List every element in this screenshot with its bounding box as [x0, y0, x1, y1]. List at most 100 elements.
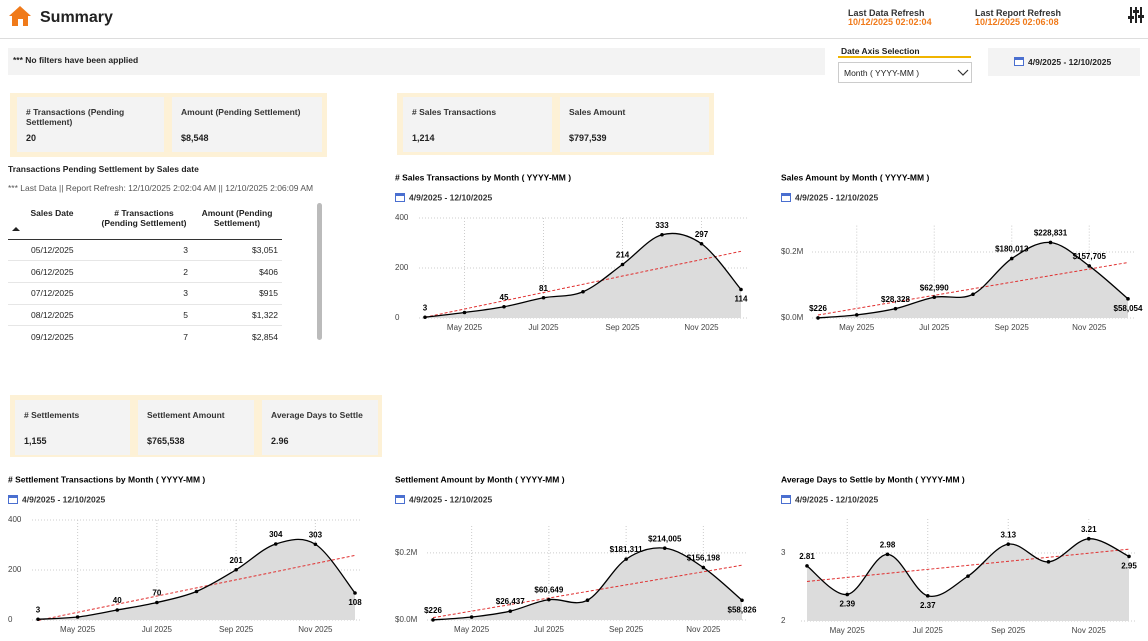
value-label: 214 [616, 251, 630, 260]
calendar-icon [1014, 57, 1024, 66]
kpi-card: Average Days to Settle 2.96 [262, 400, 378, 455]
column-header[interactable]: Amount (Pending Settlement) [201, 208, 273, 228]
x-tick-label: Sep 2025 [609, 625, 644, 634]
x-tick-label: Sep 2025 [991, 626, 1026, 635]
calendar-icon [395, 193, 405, 202]
kpi-value: 1,214 [412, 133, 435, 143]
kpi-value: 2.96 [271, 436, 289, 446]
kpi-value: 1,155 [24, 436, 47, 446]
table-row: 07/12/2025 3 $915 [8, 282, 282, 305]
value-label: $58,826 [728, 605, 757, 614]
kpi-value: $765,538 [147, 436, 185, 446]
trend-line [806, 548, 1130, 582]
value-label: 45 [500, 293, 509, 302]
chart: # Settlement Transactions by Month ( YYY… [8, 474, 362, 634]
value-label: $26,437 [496, 597, 525, 606]
kpi-card: Sales Amount $797,539 [560, 97, 709, 152]
table-cell: $406 [259, 266, 278, 277]
scrollbar[interactable] [317, 203, 322, 340]
refresh-value: 10/12/2025 02:02:04 [848, 17, 932, 27]
kpi-card: Settlement Amount $765,538 [138, 400, 254, 455]
icon-top [781, 495, 791, 498]
point [234, 567, 238, 572]
value-label: 333 [655, 221, 669, 230]
date-axis-label: Date Axis Selection [841, 46, 920, 56]
value-label: $60,649 [534, 586, 563, 595]
table: Sales Date # Transactions (Pending Settl… [8, 205, 282, 347]
point [1006, 542, 1011, 546]
kpi-label: Settlement Amount [147, 410, 225, 420]
home-icon[interactable] [8, 5, 32, 27]
x-tick-label: Sep 2025 [605, 323, 640, 332]
point [805, 564, 809, 568]
point [469, 615, 474, 619]
point [502, 304, 506, 309]
x-tick-label: Sep 2025 [219, 625, 254, 634]
point [36, 617, 40, 622]
chevron [957, 69, 969, 76]
sort-arrow[interactable] [12, 226, 20, 232]
area [818, 242, 1128, 318]
chart-title: Sales Amount by Month ( YYYY-MM ) [781, 172, 929, 182]
date-axis-dropdown[interactable] [838, 62, 972, 83]
value-label: $28,328 [881, 295, 910, 304]
point [624, 557, 628, 561]
point [885, 552, 890, 557]
point [660, 232, 664, 237]
point [739, 287, 743, 292]
table-cell: 2 [183, 266, 188, 277]
date-range-box[interactable] [988, 48, 1140, 76]
table-body: 05/12/2025 3 $3,051 06/12/2025 2 $406 07/12/20… [8, 239, 282, 347]
table-cell: 3 [183, 244, 188, 255]
chart-title: # Settlement Transactions by Month ( YYY… [8, 474, 205, 484]
x-tick-label: Jul 2025 [913, 626, 944, 635]
chart-title: # Sales Transactions by Month ( YYYY-MM … [395, 172, 571, 182]
filter-icon[interactable] [1128, 6, 1144, 24]
value-label: 303 [309, 530, 323, 539]
table-title: Transactions Pending Settlement by Sales… [8, 164, 199, 174]
point [816, 316, 820, 320]
calendar-icon [8, 495, 18, 504]
point [75, 615, 80, 619]
table-cell: 05/12/2025 [31, 244, 74, 255]
value-label: $180,013 [995, 245, 1029, 254]
column-header[interactable]: Sales Date [30, 208, 74, 218]
x-tick-label: Nov 2025 [1072, 323, 1107, 332]
point [547, 597, 551, 602]
table-header-row: Sales Date # Transactions (Pending Settl… [8, 205, 282, 239]
point [1048, 240, 1053, 245]
chart-subtitle: 4/9/2025 - 12/10/2025 [795, 494, 878, 504]
icon-top [8, 495, 18, 498]
kpi-card: Amount (Pending Settlement) $8,548 [172, 97, 322, 152]
kpi-label: # Sales Transactions [412, 107, 497, 117]
date-range: 4/9/2025 - 12/10/2025 [1028, 57, 1112, 67]
value-label: 2.95 [1121, 562, 1137, 571]
value-label: $156,198 [687, 554, 721, 563]
x-tick-label: Sep 2025 [995, 323, 1030, 332]
value-label: 3 [423, 303, 428, 312]
value-label: 2.39 [839, 600, 855, 609]
value-label: $157,705 [1073, 252, 1107, 261]
y-tick-label: 0 [8, 615, 13, 624]
value-label: 81 [539, 284, 548, 293]
chart: Average Days to Settle by Month ( YYYY-M… [781, 474, 1137, 635]
table-row: 06/12/2025 2 $406 [8, 261, 282, 283]
table-cell: 7 [183, 331, 188, 342]
area [807, 538, 1129, 621]
dropdown-value: Month ( YYYY-MM ) [844, 68, 920, 78]
table-cell: $3,051 [252, 244, 278, 255]
point [313, 542, 318, 547]
y-tick-label: $0.2M [395, 548, 418, 557]
chart-title: Settlement Amount by Month ( YYYY-MM ) [395, 474, 565, 484]
y-tick-label: $0.0M [395, 615, 418, 624]
column-header[interactable]: # Transactions (Pending Settlement) [101, 208, 187, 228]
kpi-value: $8,548 [181, 133, 209, 143]
kpi-label: Average Days to Settle [271, 410, 363, 420]
y-tick-label: $0.2M [781, 247, 804, 256]
point [585, 598, 590, 602]
point [701, 565, 706, 570]
trend-line [432, 564, 743, 619]
value-label: $226 [809, 304, 827, 313]
area [38, 539, 355, 620]
